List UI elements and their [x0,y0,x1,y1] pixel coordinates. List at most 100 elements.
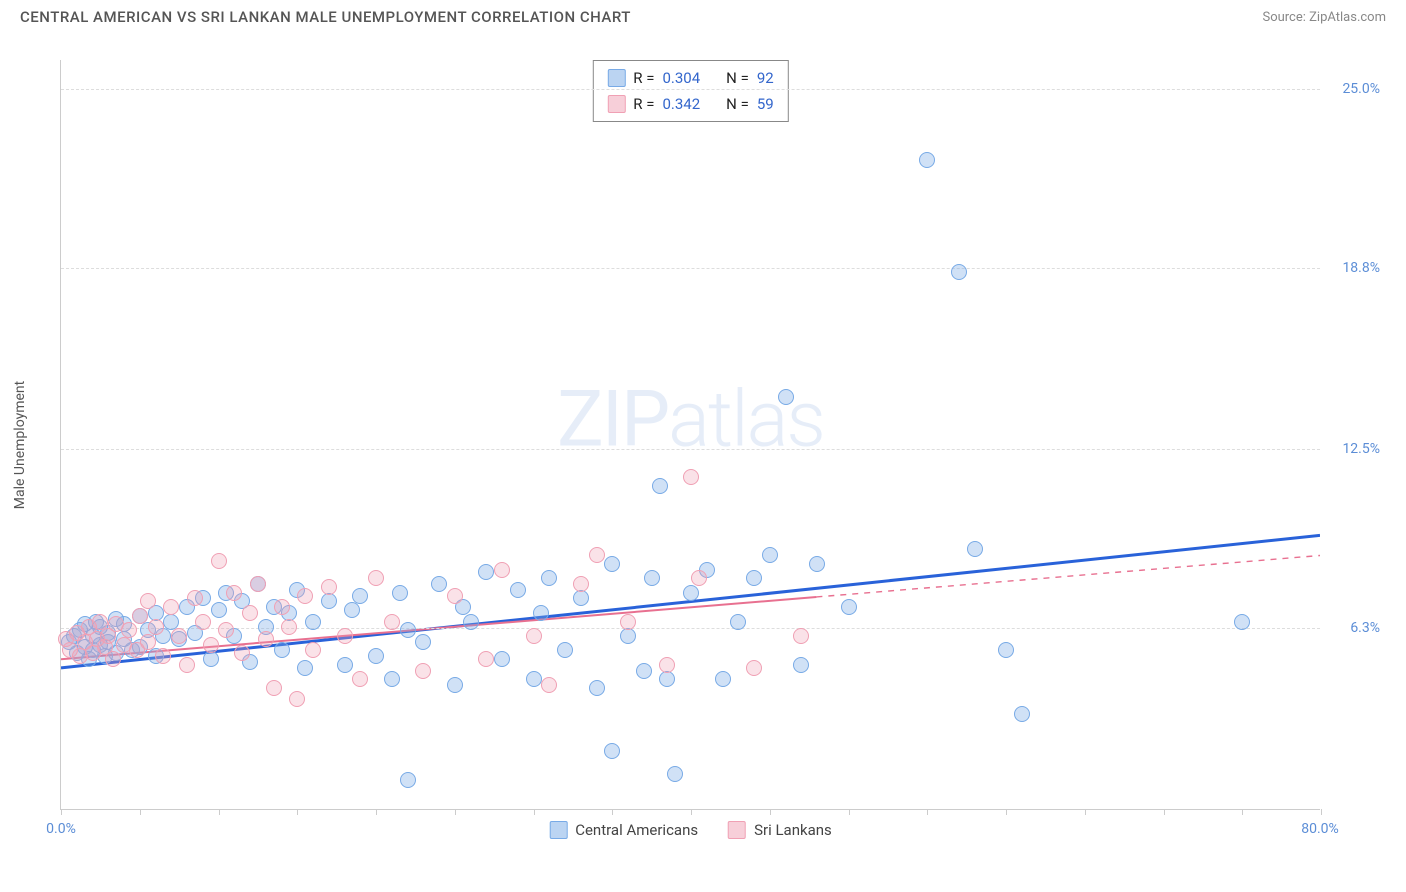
scatter-point [297,588,313,604]
scatter-point [510,582,526,598]
x-tick [849,809,850,815]
y-tick-label: 18.8% [1342,260,1380,276]
watermark-bold: ZIP [557,374,668,465]
n-label: N = [726,91,749,117]
scatter-point [203,651,219,667]
r-label: R = [633,91,654,117]
r-label: R = [633,65,654,91]
r-value: 0.342 [662,91,700,117]
scatter-point [305,642,321,658]
scatter-point [778,389,794,405]
scatter-point [258,631,274,647]
scatter-point [967,541,983,557]
n-value: 92 [757,65,774,91]
scatter-point [274,599,290,615]
scatter-point [274,642,290,658]
x-tick [691,809,692,815]
legend-item: Central Americans [549,821,698,839]
scatter-point [793,628,809,644]
scatter-point [415,663,431,679]
scatter-point [132,608,148,624]
scatter-point [541,570,557,586]
scatter-point [289,691,305,707]
scatter-point [659,671,675,687]
scatter-point [1014,706,1030,722]
legend-swatch-pink [607,95,625,113]
scatter-point [281,619,297,635]
scatter-point [187,590,203,606]
scatter-point [541,677,557,693]
scatter-point [620,614,636,630]
n-value: 59 [757,91,774,117]
x-tick [455,809,456,815]
scatter-point [667,766,683,782]
source-name: ZipAtlas.com [1309,10,1386,25]
scatter-point [368,648,384,664]
x-tick [219,809,220,815]
chart-container: Male Unemployment ZIPatlas R = 0.304 N =… [50,50,1380,840]
scatter-point [211,553,227,569]
scatter-point [297,660,313,676]
scatter-point [352,671,368,687]
x-tick [1164,809,1165,815]
scatter-point [195,614,211,630]
x-tick [61,809,62,815]
scatter-point [644,570,660,586]
scatter-point [762,547,778,563]
scatter-point [494,562,510,578]
n-label: N = [726,65,749,91]
scatter-point [242,605,258,621]
scatter-point [179,657,195,673]
scatter-point [305,614,321,630]
chart-title: CENTRAL AMERICAN VS SRI LANKAN MALE UNEM… [20,8,631,26]
scatter-point [659,657,675,673]
scatter-point [683,469,699,485]
scatter-point [384,671,400,687]
legend-item: Sri Lankans [728,821,832,839]
scatter-point [105,651,121,667]
scatter-point [526,628,542,644]
scatter-point [683,585,699,601]
legend-swatch-pink [728,821,746,839]
scatter-point [384,614,400,630]
scatter-point [392,585,408,601]
scatter-point [203,637,219,653]
trend-line-extrapolated [816,555,1320,596]
scatter-point [494,651,510,667]
y-tick-label: 6.3% [1350,620,1380,636]
scatter-point [1234,614,1250,630]
scatter-point [121,622,137,638]
scatter-point [352,588,368,604]
scatter-point [478,564,494,580]
y-tick-label: 12.5% [1342,441,1380,457]
legend-swatch-blue [607,69,625,87]
scatter-point [447,677,463,693]
scatter-point [415,634,431,650]
scatter-point [746,660,762,676]
scatter-point [478,651,494,667]
y-tick-label: 25.0% [1342,81,1380,97]
scatter-point [526,671,542,687]
source-prefix: Source: [1262,10,1309,25]
r-value: 0.304 [662,65,700,91]
x-tick [770,809,771,815]
scatter-point [140,593,156,609]
scatter-point [919,152,935,168]
legend-swatch-blue [549,821,567,839]
scatter-point [730,614,746,630]
scatter-point [368,570,384,586]
gridline [61,449,1320,450]
scatter-point [533,605,549,621]
scatter-point [841,599,857,615]
scatter-point [234,645,250,661]
scatter-point [573,590,589,606]
scatter-point [998,642,1014,658]
plot-area: ZIPatlas R = 0.304 N = 92 R = 0.342 N = … [60,60,1320,810]
scatter-point [266,680,282,696]
scatter-point [604,743,620,759]
stats-legend-row: R = 0.342 N = 59 [607,91,773,117]
x-min-label: 0.0% [46,821,76,837]
scatter-point [447,588,463,604]
trend-lines [61,60,1320,809]
scatter-point [163,599,179,615]
